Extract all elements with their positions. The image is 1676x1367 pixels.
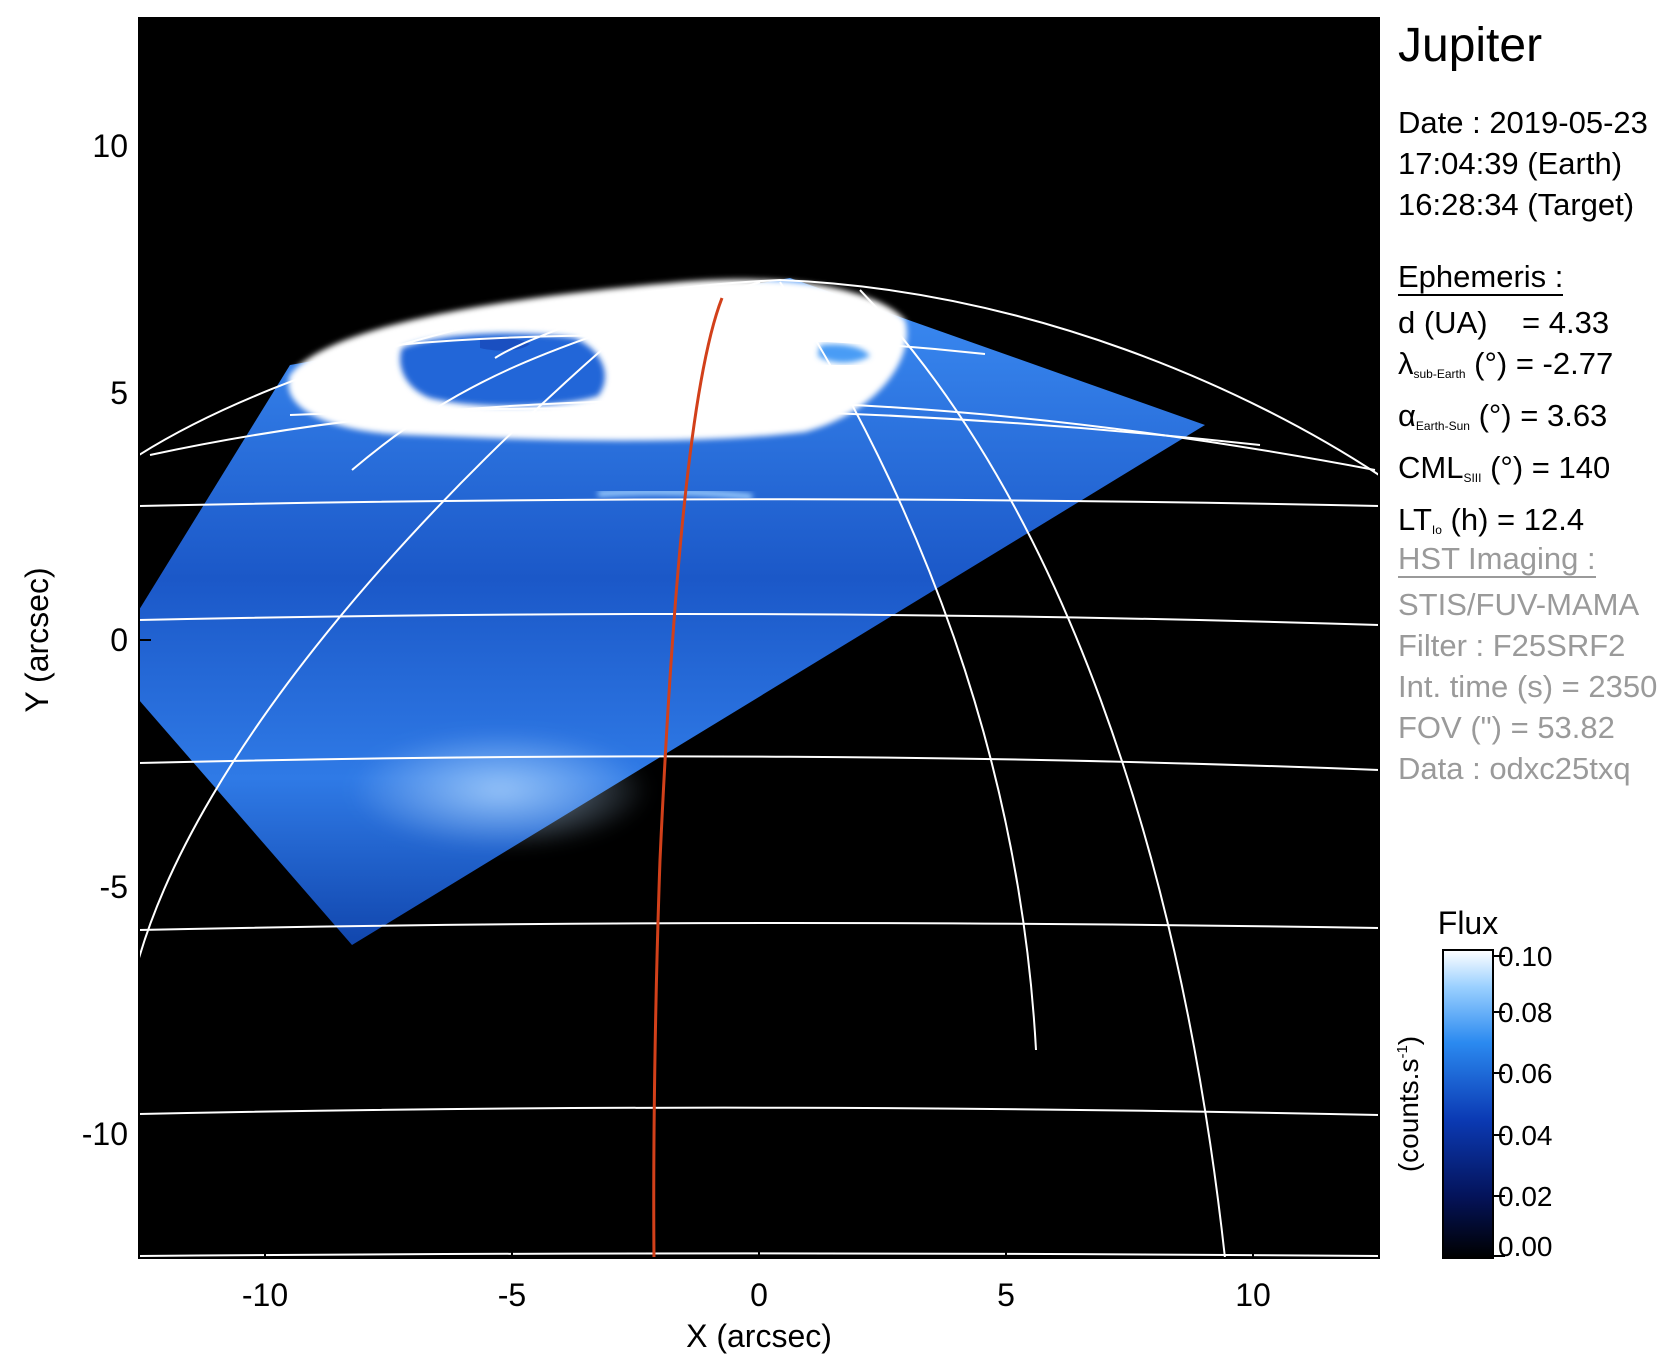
int-time-row: Int. time (s) = 2350 bbox=[1398, 669, 1658, 704]
y-ticks bbox=[139, 145, 151, 1135]
diffuse-arc bbox=[597, 488, 753, 500]
data-row: Data : odxc25txq bbox=[1398, 751, 1631, 786]
fov-row: FOV (") = 53.82 bbox=[1398, 710, 1615, 745]
x-ticks bbox=[264, 1246, 1254, 1258]
lower-haze bbox=[350, 730, 650, 850]
x-tick-label: 10 bbox=[1235, 1277, 1271, 1313]
y-tick-label: -5 bbox=[100, 869, 128, 905]
distance-row: d (UA) = 4.33 bbox=[1398, 305, 1610, 340]
hst-block: HST Imaging : STIS/FUV-MAMA Filter : F25… bbox=[1398, 538, 1657, 789]
local-time-row: LTIo (h) = 12.4 bbox=[1398, 502, 1585, 537]
x-axis-label: X (arcsec) bbox=[686, 1318, 832, 1354]
y-tick-label: 10 bbox=[92, 128, 128, 164]
time-earth: 17:04:39 (Earth) bbox=[1398, 146, 1623, 181]
ephemeris-header: Ephemeris : bbox=[1398, 259, 1564, 296]
colorbar-tick-label: 0.04 bbox=[1498, 1120, 1553, 1151]
time-target: 16:28:34 (Target) bbox=[1398, 187, 1635, 222]
colorbar-ticks bbox=[1493, 955, 1505, 1257]
planet-title: Jupiter bbox=[1398, 19, 1543, 72]
x-tick-label: -10 bbox=[242, 1277, 288, 1313]
filter-row: Filter : F25SRF2 bbox=[1398, 628, 1626, 663]
longitude-grid bbox=[139, 278, 1379, 1258]
colorbar-tick-label: 0.10 bbox=[1498, 941, 1553, 972]
y-tick-label: 5 bbox=[110, 375, 128, 411]
colorbar-tick-label: 0.06 bbox=[1498, 1058, 1553, 1089]
latitude-grid bbox=[139, 334, 1379, 1257]
sub-earth-lat-row: λsub-Earth (°) = -2.77 bbox=[1398, 346, 1614, 381]
instrument-row: STIS/FUV-MAMA bbox=[1398, 587, 1640, 622]
colorbar-title: Flux bbox=[1438, 905, 1498, 941]
phase-angle-row: αEarth-Sun (°) = 3.63 bbox=[1398, 398, 1608, 433]
colorbar-unit: (counts.s-1) bbox=[1393, 1036, 1424, 1172]
date-line: Date : 2019-05-23 bbox=[1398, 105, 1648, 140]
colorbar-tick-label: 0.02 bbox=[1498, 1181, 1553, 1212]
observation-info: Date : 2019-05-23 17:04:39 (Earth) 16:28… bbox=[1398, 102, 1648, 225]
trace-line bbox=[652, 297, 724, 1258]
hst-header: HST Imaging : bbox=[1398, 541, 1596, 578]
colorbar-tick-label: 0.00 bbox=[1498, 1231, 1553, 1262]
x-tick-label: 5 bbox=[997, 1277, 1015, 1313]
y-axis-label: Y (arcsec) bbox=[19, 567, 55, 712]
colorbar bbox=[1442, 949, 1494, 1259]
cml-row: CMLSIII (°) = 140 bbox=[1398, 450, 1611, 485]
colorbar-tick-label: 0.08 bbox=[1498, 997, 1553, 1028]
y-tick-label: -10 bbox=[82, 1116, 128, 1152]
y-tick-label: 0 bbox=[110, 622, 128, 658]
x-tick-label: -5 bbox=[498, 1277, 526, 1313]
x-tick-label: 0 bbox=[750, 1277, 768, 1313]
ephemeris-block: Ephemeris : d (UA) = 4.33 λsub-Earth (°)… bbox=[1398, 256, 1613, 551]
